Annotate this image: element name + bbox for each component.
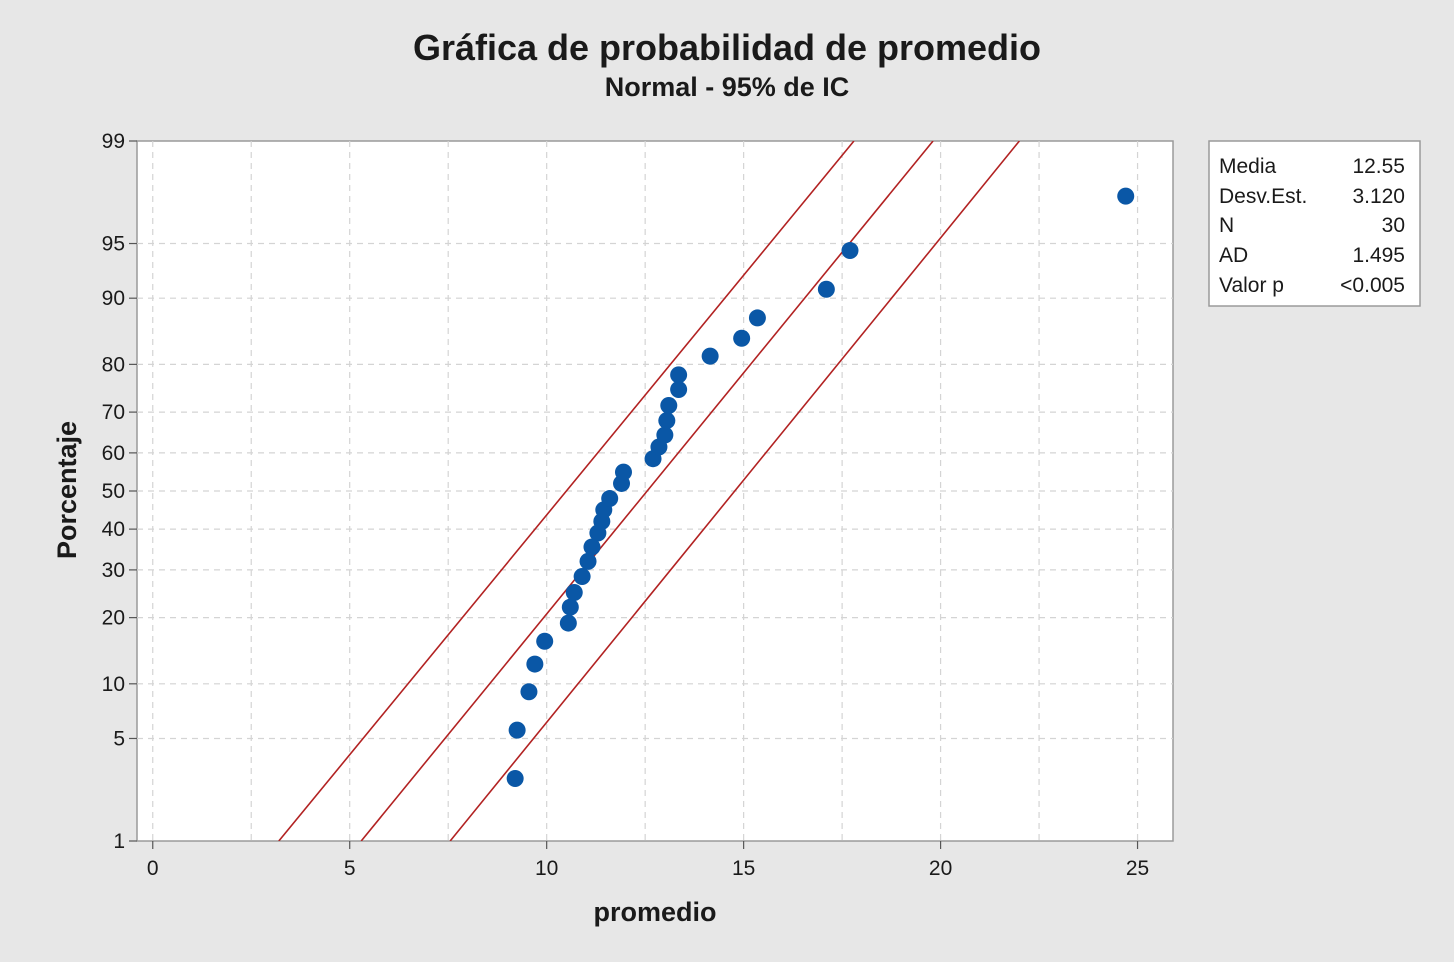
- fit-line: [360, 141, 934, 841]
- chart-title: Gráfica de probabilidad de promedio: [413, 27, 1041, 68]
- x-tick-label: 0: [147, 857, 159, 880]
- data-point: [660, 397, 678, 415]
- y-tick-label: 99: [102, 130, 125, 153]
- data-point: [561, 598, 579, 616]
- data-point: [817, 280, 835, 298]
- y-tick-label: 60: [102, 442, 125, 465]
- data-point: [506, 770, 524, 788]
- data-points: [506, 187, 1135, 788]
- x-tick-label: 25: [1126, 857, 1149, 880]
- x-tick-label: 5: [344, 857, 356, 880]
- data-point: [573, 567, 591, 585]
- data-point: [733, 329, 751, 347]
- data-point: [748, 309, 766, 327]
- data-point: [565, 583, 583, 601]
- y-tick-label: 40: [102, 518, 125, 541]
- x-axis-title: promedio: [593, 897, 716, 927]
- data-point: [658, 412, 676, 430]
- x-tick-label: 20: [929, 857, 952, 880]
- data-point: [559, 614, 577, 632]
- data-point: [526, 655, 544, 673]
- y-tick-label: 70: [102, 401, 125, 424]
- y-tick-label: 30: [102, 559, 125, 582]
- y-tick-label: 5: [113, 727, 125, 750]
- y-tick-label: 50: [102, 480, 125, 503]
- y-tick-label: 90: [102, 287, 125, 310]
- stats-label-pvalue: Valor p: [1219, 274, 1284, 297]
- x-tick-label: 15: [732, 857, 755, 880]
- data-point: [583, 538, 601, 556]
- y-tick-label: 95: [102, 233, 125, 256]
- stats-box: Media 12.55 Desv.Est. 3.120 N 30 AD 1.49…: [1208, 140, 1421, 307]
- stats-label-ad: AD: [1219, 244, 1248, 267]
- stats-label-mean: Media: [1219, 155, 1277, 178]
- chart-subtitle: Normal - 95% de IC: [605, 72, 850, 102]
- y-tick-label: 1: [113, 830, 125, 853]
- stats-value-pvalue: <0.005: [1340, 274, 1405, 297]
- data-point: [670, 381, 688, 399]
- data-point: [656, 426, 674, 444]
- x-tick-label: 10: [535, 857, 558, 880]
- ci-lower-line: [449, 141, 1020, 841]
- data-point: [579, 552, 597, 570]
- y-tick-label: 10: [102, 673, 125, 696]
- stats-value-mean: 12.55: [1352, 155, 1405, 178]
- stats-label-n: N: [1219, 214, 1234, 237]
- fit-and-ci-lines: [278, 141, 1020, 841]
- data-point: [701, 347, 719, 365]
- stats-value-n: 30: [1382, 214, 1405, 237]
- y-tick-label: 20: [102, 607, 125, 630]
- data-point: [841, 242, 859, 260]
- data-point: [670, 366, 688, 384]
- y-axis-title: Porcentaje: [52, 421, 82, 559]
- data-point: [508, 721, 526, 739]
- data-point: [601, 490, 619, 508]
- ci-upper-line: [278, 141, 855, 841]
- y-tick-label: 80: [102, 353, 125, 376]
- grid-layer: [137, 141, 1173, 841]
- data-point: [520, 683, 538, 701]
- stats-box-frame: [1208, 140, 1421, 307]
- stats-value-stdev: 3.120: [1352, 185, 1405, 208]
- stats-value-ad: 1.495: [1352, 244, 1405, 267]
- data-point: [1117, 187, 1135, 205]
- data-point: [614, 463, 632, 481]
- stats-label-stdev: Desv.Est.: [1219, 185, 1307, 208]
- data-point: [536, 632, 554, 650]
